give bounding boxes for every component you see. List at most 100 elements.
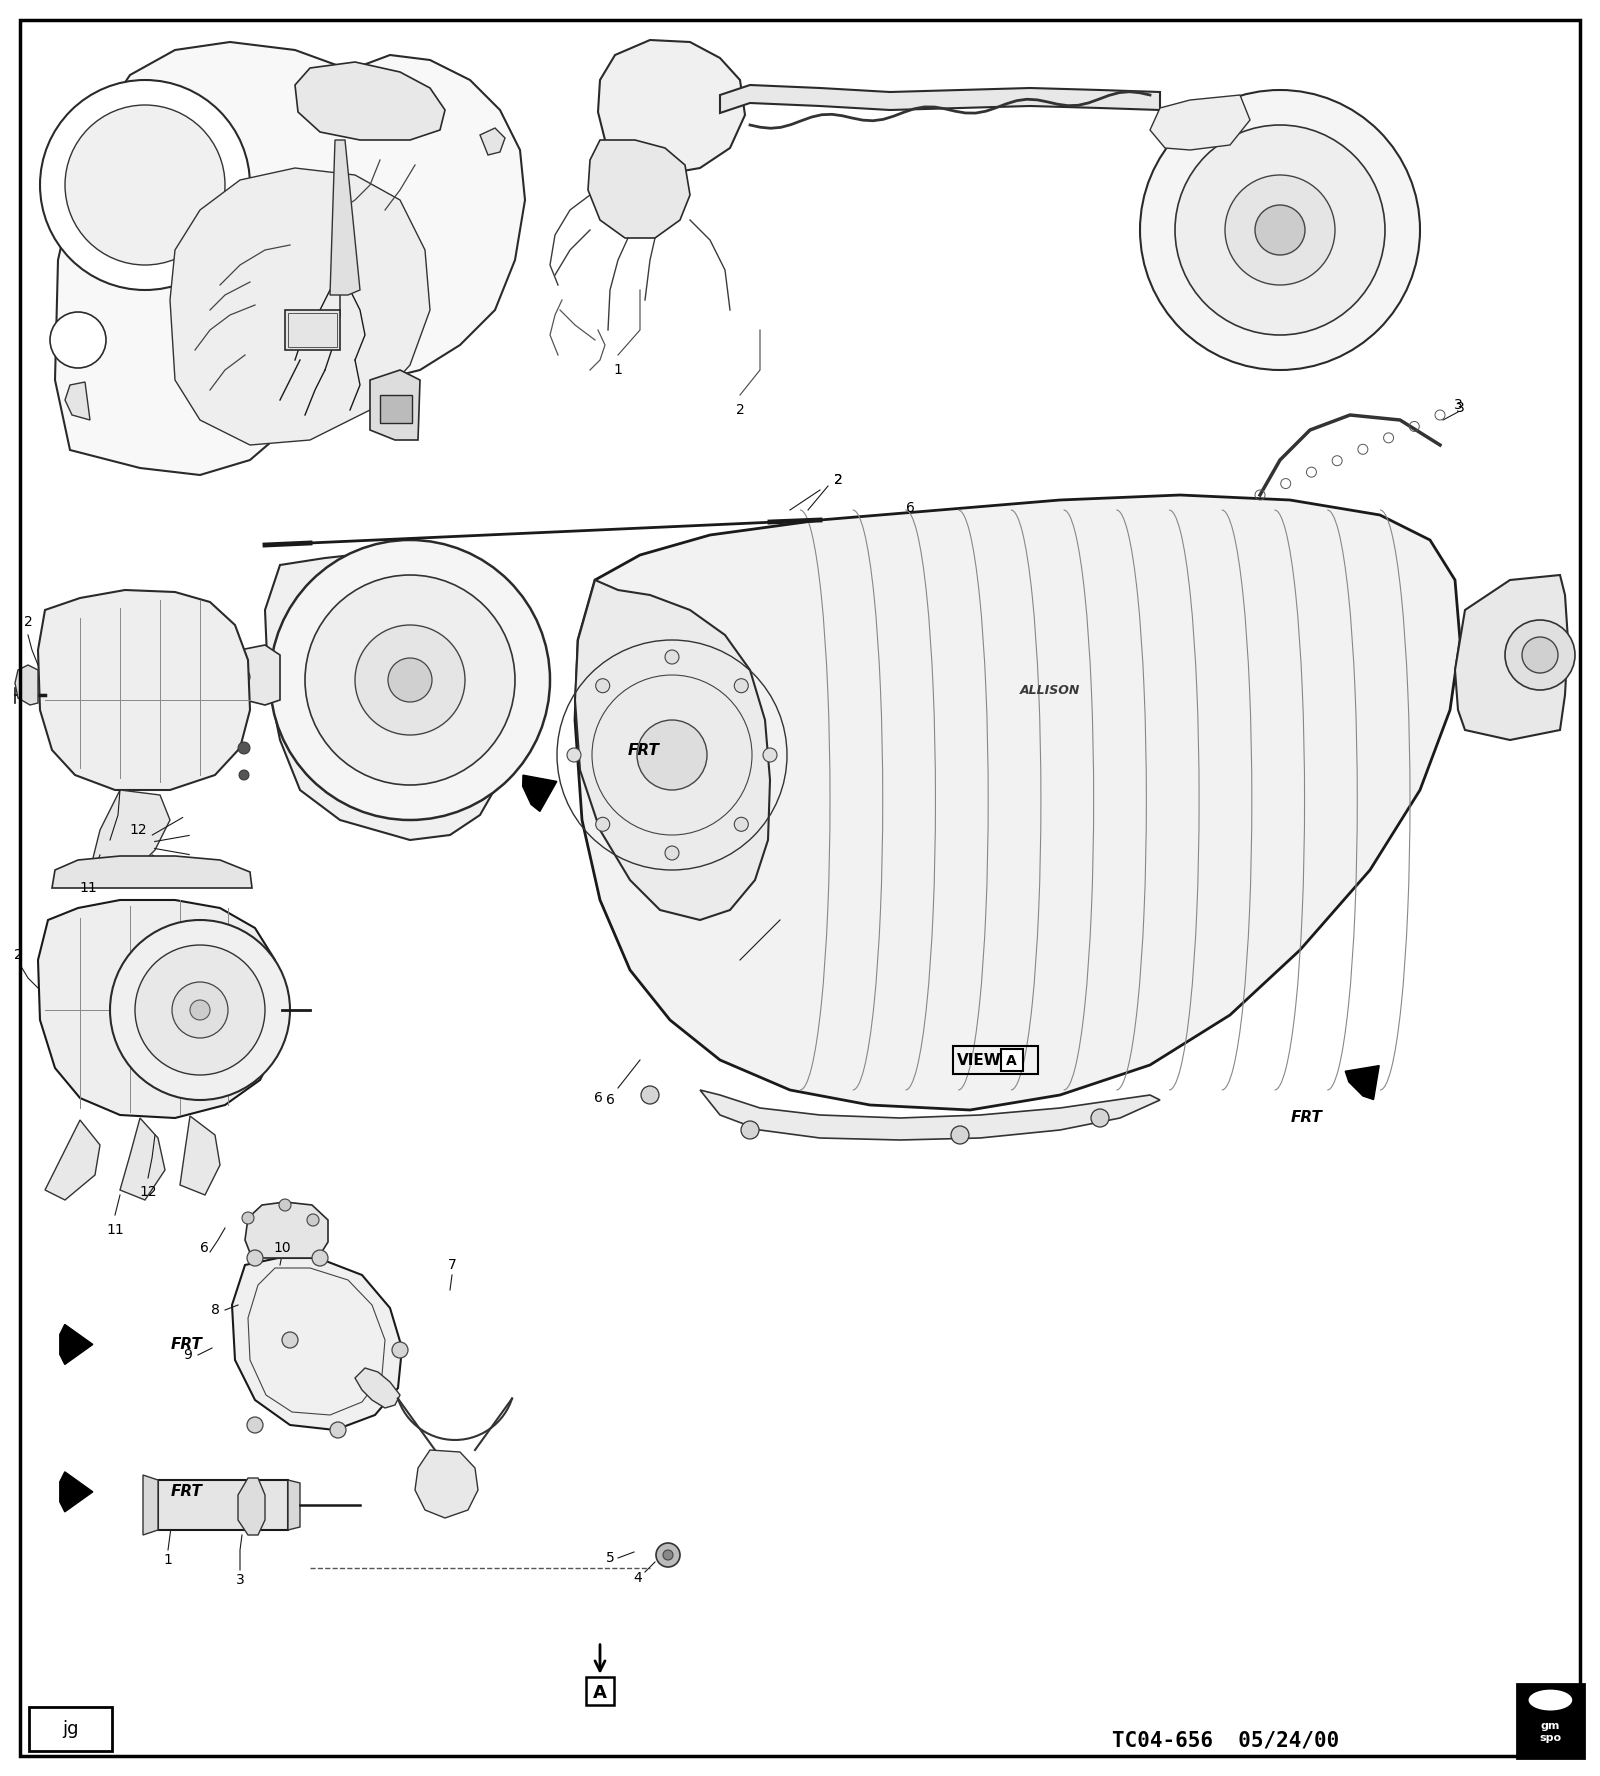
Polygon shape (589, 140, 690, 238)
Polygon shape (701, 1090, 1160, 1140)
Text: 6: 6 (605, 1092, 614, 1106)
Polygon shape (51, 856, 253, 888)
Text: A: A (1006, 1055, 1018, 1069)
Circle shape (666, 650, 678, 664)
Circle shape (566, 748, 581, 762)
Bar (29, 1707, 112, 1751)
Circle shape (40, 80, 250, 289)
Circle shape (173, 982, 229, 1037)
Text: FRT: FRT (171, 1337, 203, 1352)
Polygon shape (355, 1368, 400, 1408)
Circle shape (656, 1543, 680, 1566)
Circle shape (662, 1550, 674, 1559)
Circle shape (763, 748, 778, 762)
Text: 3: 3 (1454, 398, 1462, 412)
Text: 6: 6 (200, 1241, 208, 1256)
Circle shape (110, 920, 290, 1099)
Text: 2: 2 (834, 472, 842, 487)
Text: 5: 5 (606, 1550, 614, 1565)
Text: 4: 4 (634, 1572, 642, 1584)
Circle shape (637, 719, 707, 790)
Polygon shape (90, 790, 170, 884)
Circle shape (1091, 1108, 1109, 1128)
Text: 3: 3 (1456, 401, 1464, 416)
Circle shape (392, 1343, 408, 1359)
Circle shape (1226, 176, 1334, 284)
Circle shape (246, 1417, 262, 1433)
Text: FRT: FRT (627, 742, 659, 758)
Polygon shape (288, 1479, 301, 1529)
Circle shape (1139, 91, 1421, 369)
Text: 11: 11 (78, 881, 98, 895)
Bar (954, 1046, 1038, 1074)
Polygon shape (66, 382, 90, 419)
Circle shape (355, 625, 466, 735)
Polygon shape (480, 128, 506, 155)
Text: 2: 2 (834, 472, 842, 487)
Circle shape (246, 1250, 262, 1266)
Circle shape (238, 771, 250, 780)
Text: VIEW: VIEW (957, 1053, 1002, 1067)
Text: 6: 6 (906, 501, 915, 515)
Polygon shape (142, 1476, 158, 1534)
Polygon shape (1346, 1066, 1379, 1099)
Ellipse shape (1528, 1689, 1573, 1710)
Polygon shape (120, 1119, 165, 1201)
Text: 6: 6 (594, 1090, 603, 1105)
Bar (285, 311, 339, 350)
Text: 9: 9 (184, 1348, 192, 1362)
Polygon shape (294, 62, 445, 140)
Circle shape (238, 742, 250, 755)
Polygon shape (59, 1472, 93, 1511)
Circle shape (134, 945, 266, 1074)
Circle shape (1174, 124, 1386, 336)
Circle shape (1522, 638, 1558, 673)
Polygon shape (574, 581, 770, 920)
Circle shape (312, 1250, 328, 1266)
Circle shape (595, 678, 610, 693)
Polygon shape (54, 43, 525, 474)
Bar (1517, 1684, 1584, 1758)
Text: 8: 8 (211, 1304, 219, 1318)
Polygon shape (266, 552, 510, 840)
Text: TC04-656  05/24/00: TC04-656 05/24/00 (1112, 1732, 1339, 1751)
Polygon shape (179, 1115, 221, 1195)
Polygon shape (598, 41, 746, 176)
Circle shape (278, 1199, 291, 1211)
Circle shape (1254, 204, 1306, 256)
Circle shape (306, 575, 515, 785)
Bar (158, 1479, 288, 1529)
Circle shape (282, 1332, 298, 1348)
Polygon shape (38, 590, 250, 790)
Polygon shape (14, 664, 38, 705)
Text: 10: 10 (274, 1241, 291, 1256)
Circle shape (642, 1085, 659, 1105)
Polygon shape (370, 369, 419, 440)
Text: gm
spo: gm spo (1539, 1721, 1562, 1742)
Circle shape (741, 1121, 758, 1138)
Polygon shape (720, 85, 1160, 114)
Circle shape (387, 657, 432, 702)
Circle shape (330, 1423, 346, 1439)
Circle shape (307, 1215, 318, 1225)
Circle shape (734, 678, 749, 693)
Text: 7: 7 (448, 1257, 456, 1272)
Text: FRT: FRT (1291, 1110, 1323, 1124)
Text: 11: 11 (106, 1224, 123, 1238)
Text: 2: 2 (24, 614, 32, 629)
Polygon shape (245, 1202, 328, 1257)
Text: jg: jg (62, 1719, 78, 1739)
Circle shape (50, 313, 106, 368)
Polygon shape (229, 645, 280, 705)
Bar (586, 1677, 614, 1705)
Polygon shape (1150, 94, 1250, 149)
Polygon shape (523, 774, 557, 812)
Text: 12: 12 (130, 822, 147, 836)
Polygon shape (330, 140, 360, 295)
Circle shape (950, 1126, 970, 1144)
Polygon shape (232, 1257, 402, 1430)
Circle shape (66, 105, 226, 265)
Bar (288, 313, 338, 346)
Circle shape (190, 1000, 210, 1019)
Text: FRT: FRT (171, 1485, 203, 1499)
